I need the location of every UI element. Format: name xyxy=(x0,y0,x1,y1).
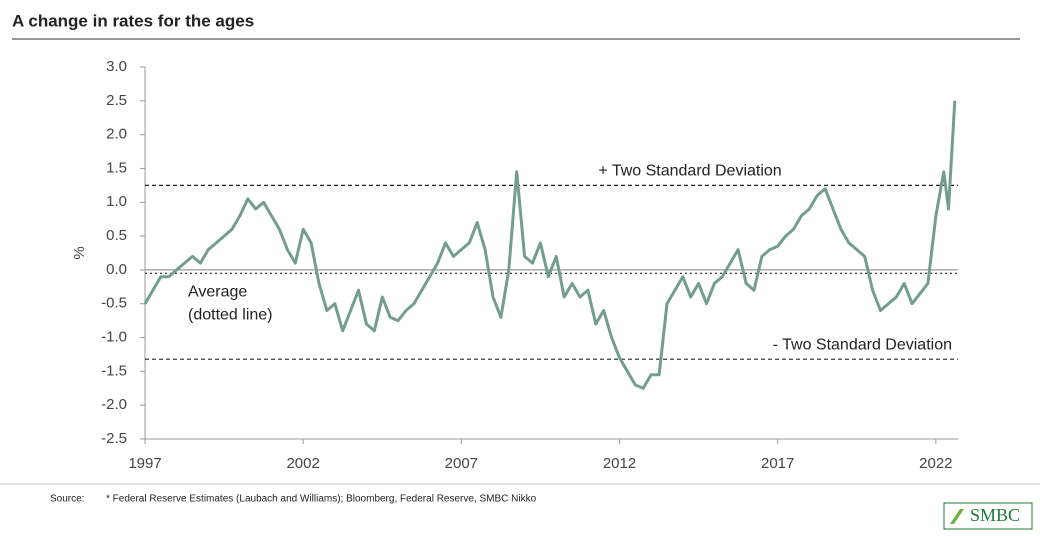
source-label: Source: xyxy=(50,494,84,505)
logo-text: SMBC xyxy=(970,505,1020,525)
reference-label: + Two Standard Deviation xyxy=(598,163,781,180)
logo-icon xyxy=(950,509,964,524)
y-tick-label: -2.0 xyxy=(101,396,127,413)
reference-label: (dotted line) xyxy=(188,307,273,324)
y-tick-label: -1.0 xyxy=(101,329,127,346)
logo: SMBC xyxy=(943,502,1033,530)
y-tick-label: -2.5 xyxy=(101,430,127,447)
x-tick-label: 2012 xyxy=(603,455,636,472)
source: * Federal Reserve Estimates (Laubach and… xyxy=(106,494,537,505)
x-tick-label: 1997 xyxy=(128,455,161,472)
x-tick-label: 2007 xyxy=(445,455,478,472)
x-tick-label: 2002 xyxy=(286,455,319,472)
y-tick-label: 1.5 xyxy=(106,159,127,176)
reference-label: Average xyxy=(188,284,247,301)
series-line xyxy=(143,100,957,390)
y-axis-label: % xyxy=(71,246,88,259)
chart-title: A change in rates for the ages xyxy=(12,11,254,30)
y-tick-label: 2.0 xyxy=(106,126,127,143)
y-tick-label: -0.5 xyxy=(101,295,127,312)
x-tick-label: 2022 xyxy=(919,455,952,472)
y-tick-label: 0.0 xyxy=(106,261,127,278)
reference-label: - Two Standard Deviation xyxy=(773,336,952,353)
y-tick-label: 1.0 xyxy=(106,193,127,210)
x-tick-label: 2017 xyxy=(761,455,794,472)
y-tick-label: 3.0 xyxy=(106,58,127,75)
y-tick-label: 2.5 xyxy=(106,92,127,109)
y-tick-label: -1.5 xyxy=(101,362,127,379)
y-tick-label: 0.5 xyxy=(106,227,127,244)
